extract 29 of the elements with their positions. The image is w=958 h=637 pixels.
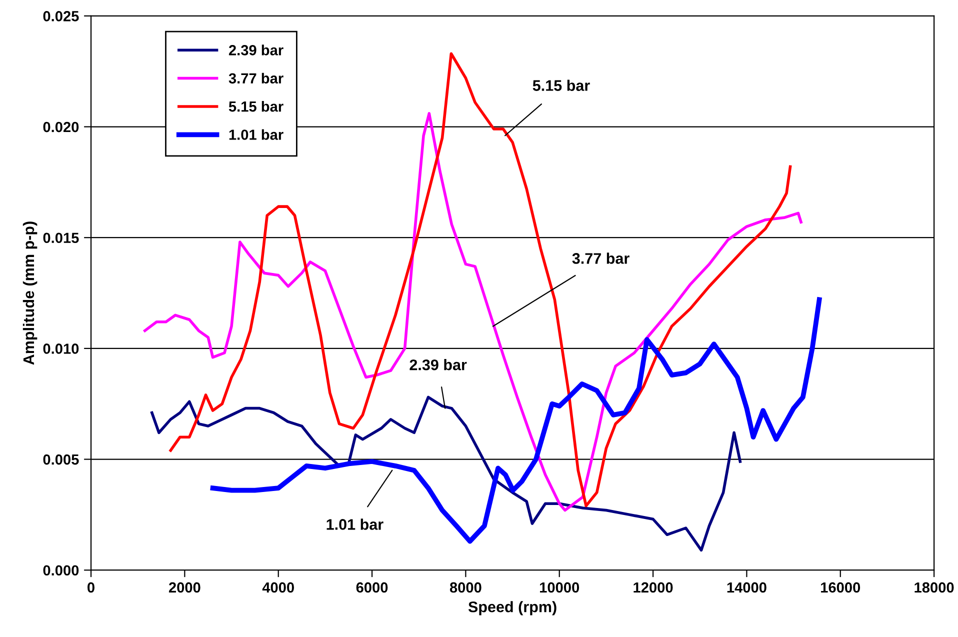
x-tick-label: 0 xyxy=(88,582,94,593)
y-tick-label: 0.025 xyxy=(43,11,79,22)
x-tick-label: 6000 xyxy=(356,582,388,593)
legend-label: 1.01 bar xyxy=(229,129,284,140)
y-tick-label: 0.000 xyxy=(43,565,79,576)
line-series xyxy=(150,396,742,552)
y-tick-label: 0.005 xyxy=(43,454,79,465)
legend-label: 5.15 bar xyxy=(228,101,284,112)
annotation: 3.77 bar xyxy=(572,252,630,264)
x-tick-label: 4000 xyxy=(262,582,294,593)
x-tick-label: 10000 xyxy=(540,582,580,593)
y-tick-label: 0.020 xyxy=(43,122,79,132)
x-tick-label: 16000 xyxy=(821,582,860,593)
x-tick-label: 18000 xyxy=(914,582,954,593)
line-series xyxy=(210,297,822,544)
annotation: 5.15 bar xyxy=(532,80,590,91)
legend-label: 3.77 bar xyxy=(228,72,284,84)
line-series xyxy=(143,112,802,512)
y-tick-label: 0.015 xyxy=(43,232,79,244)
x-axis-title: Speed (rpm) xyxy=(468,601,556,616)
x-tick-label: 12000 xyxy=(634,582,673,593)
x-tick-label: 2000 xyxy=(168,582,200,593)
y-tick-label: 0.010 xyxy=(43,344,79,354)
legend-label: 2.39 bar xyxy=(228,44,284,56)
x-tick-label: 14000 xyxy=(727,582,766,593)
y-axis-title: Amplitude (mm p-p) xyxy=(22,222,38,365)
annotation: 2.39 bar xyxy=(410,359,467,370)
annotation: 1.01 bar xyxy=(326,518,384,530)
x-tick-label: 8000 xyxy=(450,582,482,593)
